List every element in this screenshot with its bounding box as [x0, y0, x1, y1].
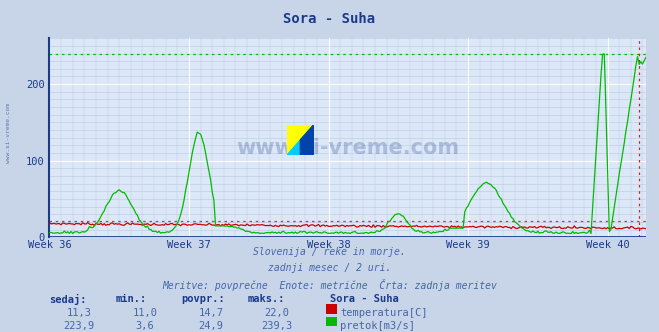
Text: pretok[m3/s]: pretok[m3/s]: [340, 321, 415, 331]
Text: Meritve: povprečne  Enote: metrične  Črta: zadnja meritev: Meritve: povprečne Enote: metrične Črta:…: [162, 279, 497, 291]
Text: maks.:: maks.:: [247, 294, 285, 304]
Text: sedaj:: sedaj:: [49, 294, 87, 305]
Text: 223,9: 223,9: [63, 321, 95, 331]
Text: 14,7: 14,7: [198, 308, 223, 318]
Text: 22,0: 22,0: [264, 308, 289, 318]
Text: 11,3: 11,3: [67, 308, 92, 318]
Text: zadnji mesec / 2 uri.: zadnji mesec / 2 uri.: [268, 263, 391, 273]
Text: 11,0: 11,0: [132, 308, 158, 318]
Text: www.si-vreme.com: www.si-vreme.com: [6, 103, 11, 163]
Text: 3,6: 3,6: [136, 321, 154, 331]
Text: povpr.:: povpr.:: [181, 294, 225, 304]
Text: Sora - Suha: Sora - Suha: [330, 294, 398, 304]
Text: www.si-vreme.com: www.si-vreme.com: [236, 138, 459, 158]
Text: temperatura[C]: temperatura[C]: [340, 308, 428, 318]
Text: Slovenija / reke in morje.: Slovenija / reke in morje.: [253, 247, 406, 257]
Text: 239,3: 239,3: [261, 321, 293, 331]
Text: min.:: min.:: [115, 294, 146, 304]
Text: Sora - Suha: Sora - Suha: [283, 12, 376, 26]
Text: 24,9: 24,9: [198, 321, 223, 331]
